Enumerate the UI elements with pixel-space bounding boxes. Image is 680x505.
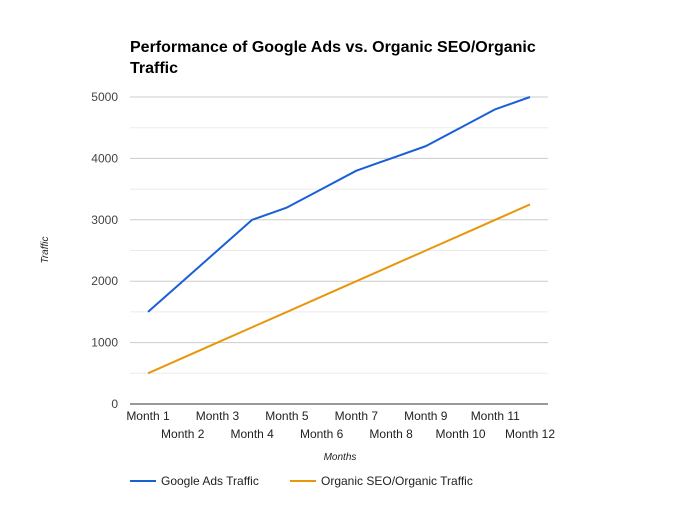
x-tick-label: Month 5 [265, 409, 309, 423]
x-tick-label: Month 1 [126, 409, 170, 423]
x-tick-label: Month 10 [436, 427, 486, 441]
y-tick-label: 3000 [91, 213, 118, 227]
x-tick-label: Month 3 [196, 409, 240, 423]
y-tick-label: 2000 [91, 274, 118, 288]
legend-item-2[interactable]: Organic SEO/Organic Traffic [290, 474, 473, 488]
x-tick-label: Month 2 [161, 427, 205, 441]
x-tick-label: Month 11 [471, 409, 520, 423]
legend-item-1[interactable]: Google Ads Traffic [130, 474, 259, 488]
x-tick-label: Month 4 [231, 427, 275, 441]
y-axis-label: Traffic [40, 236, 51, 263]
legend-label: Google Ads Traffic [161, 474, 259, 488]
x-axis-label: Months [324, 452, 357, 463]
y-tick-label: 1000 [91, 336, 118, 350]
x-tick-label: Month 12 [505, 427, 555, 441]
x-tick-label: Month 9 [404, 409, 448, 423]
legend-label: Organic SEO/Organic Traffic [321, 474, 473, 488]
y-tick-label: 4000 [91, 151, 118, 165]
x-tick-label: Month 7 [335, 409, 379, 423]
y-tick-label: 5000 [91, 90, 118, 104]
x-tick-label: Month 8 [369, 427, 413, 441]
chart-title-line-1: Performance of Google Ads vs. Organic SE… [130, 39, 536, 56]
chart-title-line-2: Traffic [130, 60, 178, 77]
x-tick-label: Month 6 [300, 427, 344, 441]
y-tick-label: 0 [111, 397, 118, 411]
series-line-2[interactable] [147, 203, 531, 375]
series-line-1[interactable] [147, 96, 531, 313]
